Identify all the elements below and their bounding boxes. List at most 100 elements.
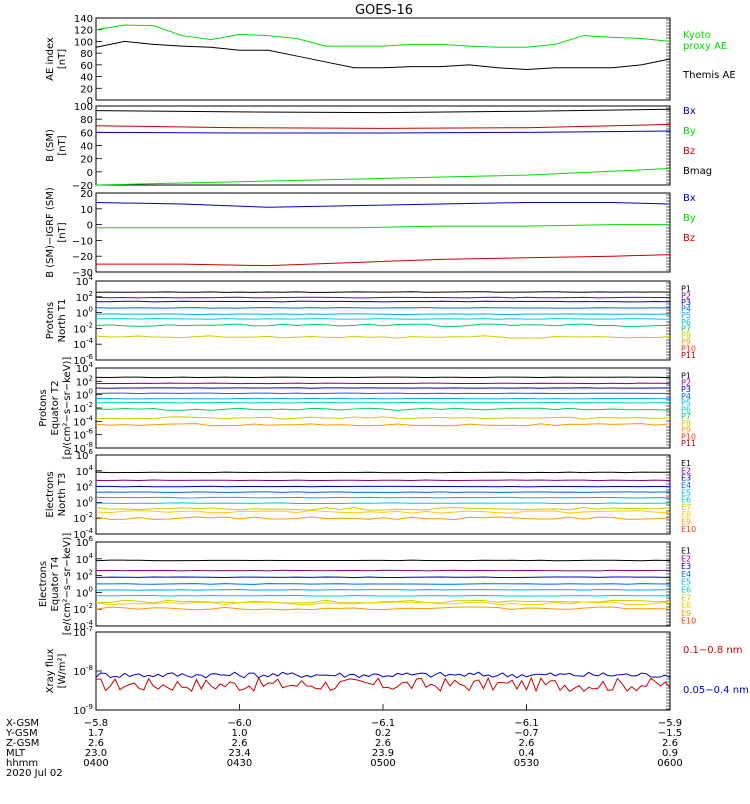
panel-frame (96, 18, 670, 100)
series-line (96, 672, 670, 678)
y-tick-label: 10-2 (73, 321, 93, 335)
x-row-value: 0430 (227, 758, 252, 769)
series-line (96, 169, 670, 185)
legend-label: Bx (683, 193, 696, 204)
y-axis-label-line: Equator T2 (50, 381, 61, 436)
y-tick-label: 10-4 (73, 337, 93, 351)
y-axis-label-line: [nT] (57, 49, 68, 69)
series-line (96, 503, 670, 504)
series-line (96, 292, 670, 293)
y-tick-label: 10-2 (73, 401, 93, 415)
panel-frame (96, 281, 670, 360)
series-line (96, 402, 670, 403)
y-tick-label: 20 (80, 189, 93, 200)
y-tick-label: 20 (80, 84, 93, 95)
y-tick-label: 104 (76, 464, 94, 478)
panel-ae: AE index[nT]020406080100120140Kyotoproxy… (45, 14, 736, 107)
series-line (96, 393, 670, 394)
series-line (96, 417, 670, 419)
series-line (96, 255, 670, 266)
y-axis-label: AE index[nT] (45, 37, 68, 81)
legend-label: E10 (681, 617, 696, 626)
y-axis-label-line: Electrons (38, 561, 49, 607)
x-row-value: 0530 (514, 758, 539, 769)
series-line (96, 131, 670, 133)
y-tick-label: 10-2 (73, 602, 93, 616)
y-tick-label: 100 (76, 585, 93, 599)
series-line (96, 602, 670, 605)
series-line (96, 383, 670, 384)
series-line (96, 319, 670, 320)
series-line (96, 324, 670, 327)
y-axis-label-line: Protons (38, 389, 49, 426)
y-tick-label: 0 (87, 168, 93, 179)
y-axis-label-line: B (SM) (45, 129, 56, 162)
legend-label: By (683, 213, 696, 224)
y-tick-label: 106 (76, 535, 94, 549)
panels-group: AE index[nT]020406080100120140Kyotoproxy… (38, 14, 749, 717)
legend-label: proxy AE (683, 41, 727, 52)
series-line (96, 678, 670, 692)
series-line (96, 497, 670, 498)
legend-label: Bx (683, 106, 696, 117)
series-line (96, 336, 670, 338)
series-line (96, 584, 670, 585)
y-tick-label: 10-2 (73, 511, 93, 525)
series-line (96, 511, 670, 514)
y-tick-label: 104 (76, 361, 94, 375)
series-line (96, 607, 670, 610)
series-line (96, 202, 670, 207)
y-tick-label: 60 (80, 128, 93, 139)
y-tick-label: 20 (80, 155, 93, 166)
series-line (96, 508, 670, 511)
series-line (96, 408, 670, 410)
legend-label: By (683, 126, 696, 137)
y-tick-label: 10-8 (73, 664, 93, 678)
y-axis-label-line: [W/m²] (57, 653, 68, 688)
y-tick-label: 10-6 (73, 428, 93, 442)
y-tick-label: 10-9 (73, 703, 93, 717)
panel-frame (96, 368, 670, 448)
y-tick-label: 120 (74, 26, 93, 37)
y-axis-label-line: Protons (45, 302, 56, 339)
series-line (96, 486, 670, 487)
series-line (96, 308, 670, 309)
legend-label: Themis AE (682, 70, 736, 81)
panel-frame (96, 106, 670, 185)
series-line (96, 517, 670, 520)
series-line (96, 590, 670, 591)
series-line (96, 297, 670, 298)
series-line (96, 492, 670, 493)
y-tick-label: 40 (80, 73, 93, 84)
x-row-value: 0400 (83, 758, 108, 769)
y-tick-label: 106 (76, 448, 94, 462)
series-line (96, 398, 670, 399)
y-tick-label: 104 (76, 552, 94, 566)
y-tick-label: 100 (76, 388, 93, 402)
series-line (96, 314, 670, 315)
y-tick-label: 102 (76, 569, 93, 583)
y-tick-label: 10-7 (73, 625, 93, 639)
y-tick-label: 80 (80, 115, 93, 126)
legend-label: P11 (681, 351, 696, 360)
legend-label: Kyoto (683, 30, 711, 41)
y-axis-label-line: [p/(cm²−s−sr−keV)] (62, 357, 73, 460)
panel-xray: Xray flux[W/m²]10-910-810-70.1−0.8 nm0.0… (45, 625, 749, 717)
legend-label: E10 (681, 525, 696, 534)
y-tick-label: 100 (76, 495, 93, 509)
series-line (96, 424, 670, 426)
series-line (96, 560, 670, 561)
legend-label: Bmag (683, 166, 712, 177)
series-line (96, 472, 670, 473)
y-axis-label-line: [e/(cm²−s−sr−keV)] (62, 533, 73, 636)
y-axis-label-line: Electrons (45, 471, 56, 517)
y-axis-label-line: [nT] (57, 135, 68, 155)
y-tick-label: 40 (80, 142, 93, 153)
